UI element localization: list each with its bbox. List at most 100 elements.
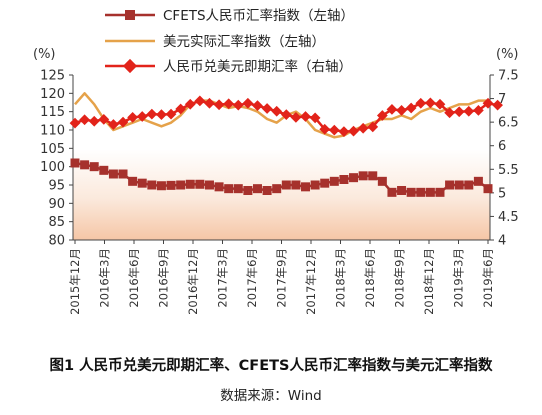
data-point-cfets	[99, 165, 109, 175]
data-point-cfets	[377, 176, 387, 186]
data-point-cfets	[214, 182, 224, 192]
data-point-spot	[223, 98, 235, 110]
data-point-cfets	[320, 178, 330, 188]
x-tick-label: 2017年6月	[245, 248, 259, 308]
data-point-cfets	[137, 178, 147, 188]
data-point-cfets	[483, 184, 493, 194]
data-point-cfets	[156, 181, 166, 191]
legend-label-spot: 人民币兑美元即期汇率（右轴）	[163, 58, 352, 75]
right-tick-label: 4.5	[498, 210, 519, 225]
data-point-cfets	[473, 176, 483, 186]
data-point-cfets	[195, 179, 205, 189]
data-point-spot	[146, 108, 158, 120]
data-point-spot	[376, 110, 388, 121]
data-point-spot	[79, 114, 90, 126]
x-tick-label: 2019年3月	[452, 248, 466, 308]
data-point-cfets	[301, 182, 311, 192]
data-point-spot	[319, 123, 331, 135]
right-tick-label: 5	[498, 186, 506, 201]
data-point-cfets	[108, 169, 118, 179]
data-point-cfets	[89, 162, 99, 172]
left-axis: 80 85 90 95 100 105 110 115 120 125	[40, 69, 74, 249]
data-point-spot	[309, 112, 321, 124]
data-point-cfets	[70, 158, 80, 168]
right-tick-label: 5.5	[498, 163, 519, 178]
right-tick-label: 6.5	[498, 116, 519, 131]
legend-label-usd-real: 美元实际汇率指数（左轴）	[163, 33, 325, 50]
data-point-spot	[338, 126, 350, 137]
data-source: 数据来源：Wind	[220, 388, 321, 404]
x-tick-label: 2016年12月	[186, 248, 200, 315]
data-point-cfets	[233, 184, 243, 194]
data-point-cfets	[80, 160, 90, 170]
data-point-spot	[108, 119, 119, 130]
data-point-spot	[165, 108, 177, 120]
data-point-spot	[271, 105, 283, 117]
data-point-spot	[367, 121, 379, 133]
data-point-cfets	[349, 173, 359, 183]
data-point-cfets	[445, 180, 455, 190]
data-point-spot	[473, 104, 484, 116]
x-tick-label: 2017年3月	[216, 248, 230, 308]
data-point-cfets	[243, 186, 253, 195]
x-tick-label: 2016年6月	[127, 248, 141, 308]
data-point-cfets	[425, 187, 435, 197]
data-point-spot	[232, 99, 244, 111]
data-point-cfets	[397, 186, 407, 195]
data-point-spot	[405, 102, 417, 114]
data-point-spot	[463, 105, 475, 117]
data-point-spot	[194, 95, 206, 107]
data-point-cfets	[147, 180, 157, 190]
left-axis-unit: (%)	[33, 47, 56, 62]
data-point-spot	[242, 97, 254, 109]
data-point-spot	[357, 122, 369, 134]
data-point-cfets	[310, 180, 320, 190]
data-point-cfets	[252, 184, 262, 194]
left-tick-label: 100	[40, 160, 65, 175]
data-point-cfets	[204, 180, 214, 190]
left-tick-label: 115	[40, 105, 65, 120]
x-axis: 2015年12月 2016年3月 2016年6月 2016年9月 2016年12月 201…	[68, 239, 495, 315]
x-tick-label: 2015年12月	[68, 248, 82, 315]
data-point-spot	[204, 97, 215, 109]
x-tick-label: 2019年6月	[481, 248, 495, 308]
legend-item-usd-real: 美元实际汇率指数（左轴）	[105, 33, 325, 50]
data-point-spot	[175, 103, 187, 115]
series-layer	[69, 92, 503, 197]
data-point-cfets	[224, 184, 234, 194]
legend-label-cfets: CFETS人民币汇率指数（左轴）	[163, 7, 354, 24]
data-point-cfets	[406, 187, 416, 197]
data-point-cfets	[262, 186, 272, 195]
data-point-cfets	[272, 184, 282, 194]
legend-item-spot: 人民币兑美元即期汇率（右轴）	[105, 58, 352, 75]
x-tick-label: 2018年9月	[393, 248, 407, 308]
data-point-spot	[261, 103, 273, 114]
plot-area	[73, 75, 490, 240]
data-point-cfets	[368, 171, 378, 181]
data-point-spot	[290, 112, 302, 123]
data-point-cfets	[329, 176, 339, 186]
x-tick-label: 2018年3月	[334, 248, 348, 308]
left-tick-label: 110	[40, 124, 65, 139]
data-point-spot	[213, 99, 225, 111]
data-point-spot	[280, 109, 292, 120]
left-tick-label: 125	[40, 69, 65, 84]
left-tick-label: 95	[48, 179, 65, 194]
data-point-spot	[348, 125, 359, 137]
right-tick-label: 6	[498, 139, 506, 154]
data-point-spot	[300, 111, 311, 122]
data-point-spot	[69, 117, 81, 129]
data-point-spot	[184, 98, 196, 110]
left-tick-label: 105	[40, 142, 65, 157]
legend: CFETS人民币汇率指数（左轴） 美元实际汇率指数（左轴） 人民币兑美元即期汇率…	[105, 7, 354, 75]
x-tick-label: 2018年6月	[363, 248, 377, 308]
x-tick-label: 2017年12月	[304, 248, 318, 315]
left-tick-label: 120	[40, 87, 65, 102]
data-point-cfets	[176, 180, 186, 190]
legend-marker-spot	[122, 58, 138, 74]
x-tick-label: 2016年3月	[98, 248, 112, 308]
data-point-cfets	[358, 171, 368, 181]
data-point-cfets	[435, 187, 445, 197]
data-point-cfets	[416, 187, 426, 197]
